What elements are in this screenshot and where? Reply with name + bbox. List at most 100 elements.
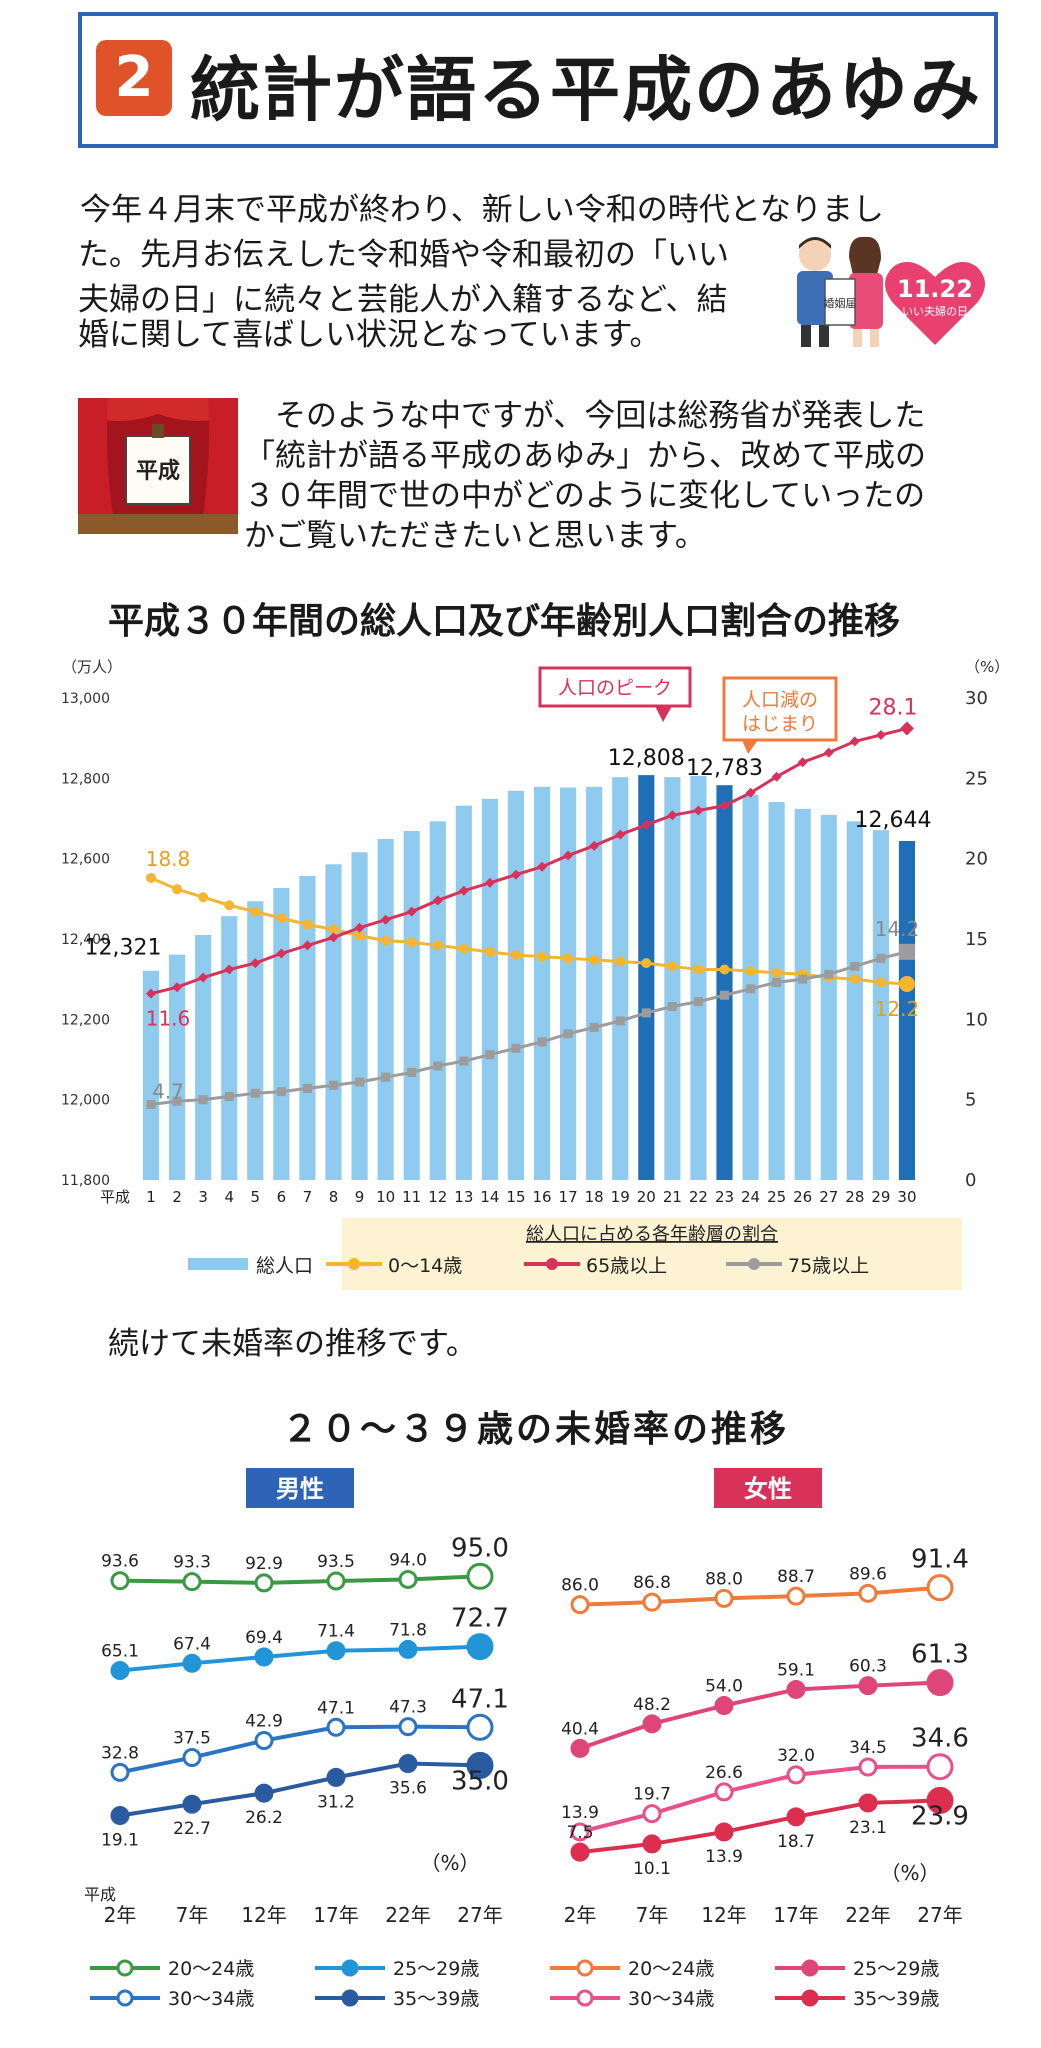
left-tick-label: 12,400 [61, 932, 110, 948]
population-bar [325, 864, 342, 1180]
couple-illustration: 婚姻届 11.22 いい夫婦の日 [797, 236, 985, 347]
left-tick-label: 12,600 [61, 852, 110, 868]
population-bar [195, 934, 212, 1180]
legend-swatch-marker [801, 1989, 819, 2007]
ratio-point [406, 906, 417, 917]
ratio-point [563, 850, 574, 861]
ratio-point [328, 924, 339, 935]
unmarried-point [714, 1588, 734, 1608]
decline-callout-arrow [742, 740, 758, 754]
ratio-point [641, 958, 652, 969]
x-tick-label: 17年 [773, 1903, 818, 1927]
unmarried-data-label: 19.1 [101, 1831, 139, 1851]
x-axis-prefix: 平成 [100, 1188, 130, 1206]
heart-icon [885, 261, 985, 345]
unmarried-data-label: 91.4 [911, 1545, 969, 1575]
decline-callout-box [722, 676, 838, 742]
unmarried-line [579, 1798, 941, 1855]
unmarried-point [858, 1793, 878, 1813]
ratio-point [798, 974, 808, 984]
unmarried-data-label: 54.0 [705, 1677, 743, 1697]
unmarried-point [326, 1571, 346, 1591]
ratio-point [850, 961, 860, 971]
unmarried-point [110, 1806, 130, 1826]
unmarried-point [786, 1586, 806, 1606]
unmarried-point [926, 1786, 954, 1814]
ratio-point [224, 964, 235, 975]
x-tick-label: 16 [532, 1188, 551, 1206]
unmarried-point [398, 1717, 418, 1737]
ratio-point [276, 913, 287, 924]
heart-label: 11.22 [897, 275, 973, 303]
unmarried-point [466, 1751, 494, 1779]
ratio-point [876, 953, 886, 963]
unit-label: （%） [420, 1851, 479, 1875]
x-tick-label: 28 [845, 1188, 864, 1206]
x-tick-label: 20 [637, 1188, 656, 1206]
ratio-point [693, 964, 704, 975]
unmarried-line [579, 1764, 941, 1834]
panel-label: 男性 [276, 1475, 324, 1503]
population-bar [142, 970, 160, 1180]
ratio-point [641, 819, 652, 830]
line-end-label: 12.2 [875, 997, 920, 1021]
population-chart: （万人） （%） 13,000 12,800 12,600 12,400 12,200 12,… [61, 658, 1009, 1290]
ratio-point [354, 922, 365, 933]
unmarried-data-label: 71.8 [389, 1620, 427, 1640]
unmarried-data-label: 72.7 [451, 1604, 509, 1634]
ratio-point [484, 946, 495, 957]
unmarried-point [786, 1765, 806, 1785]
x-tick-label: 9 [355, 1188, 365, 1206]
intro-line-3: 夫婦の日」に続々と芸能人が入籍するなど、結 [78, 282, 728, 318]
unmarried-data-label: 22.7 [173, 1819, 211, 1839]
x-tick-label: 12 [428, 1188, 447, 1206]
unmarried-data-label: 32.0 [777, 1746, 815, 1766]
peak-callout-arrow [655, 706, 672, 722]
ratio-point [745, 787, 756, 798]
x-tick-label: 29 [871, 1188, 890, 1206]
ratio-point [432, 895, 443, 906]
population-bar [612, 777, 629, 1180]
legend-swatch-marker [116, 1959, 134, 1977]
unmarried-point [398, 1754, 418, 1774]
right-tick-label: 5 [965, 1090, 976, 1111]
left-axis-unit: （万人） [62, 658, 122, 676]
unmarried-point [570, 1595, 590, 1615]
ratio-point [898, 975, 915, 992]
unmarried-data-label: 88.0 [705, 1569, 743, 1589]
panel-label-box [246, 1468, 354, 1508]
unmarried-data-label: 94.0 [389, 1550, 427, 1570]
ratio-point [276, 948, 287, 959]
title-box [78, 12, 998, 148]
ratio-point [380, 935, 391, 946]
x-tick-label: 18 [585, 1188, 604, 1206]
unmarried-line [119, 1761, 481, 1818]
ratio-point [172, 884, 183, 895]
ratio-point [224, 900, 235, 911]
x-tick-label: 3 [198, 1188, 208, 1206]
unmarried-point [182, 1794, 202, 1814]
ratio-point [198, 1095, 208, 1105]
ratio-point [198, 972, 209, 983]
population-bar [716, 785, 733, 1180]
x-tick-label: 14 [480, 1188, 499, 1206]
ratio-point [772, 977, 782, 987]
ratio-line [150, 876, 908, 986]
population-bar [429, 821, 446, 1180]
left-tick-label: 13,000 [61, 691, 110, 707]
line-end-label: 14.2 [875, 917, 920, 941]
population-bar [169, 954, 186, 1180]
ratio-point [510, 869, 521, 880]
x-tick-label: 12年 [241, 1903, 286, 1927]
ratio-point [302, 1083, 312, 1093]
unmarried-line [579, 1680, 941, 1751]
ratio-point [458, 885, 469, 896]
x-tick-label: 30 [897, 1188, 916, 1206]
line-start-label: 18.8 [146, 847, 191, 871]
unmarried-data-label: 89.6 [849, 1564, 887, 1584]
legend-label: 65歳以上 [586, 1255, 667, 1277]
unmarried-data-label: 47.1 [451, 1684, 509, 1714]
unmarried-point [926, 1574, 954, 1602]
x-tick-label: 27年 [457, 1903, 502, 1927]
ratio-point [589, 1022, 599, 1032]
